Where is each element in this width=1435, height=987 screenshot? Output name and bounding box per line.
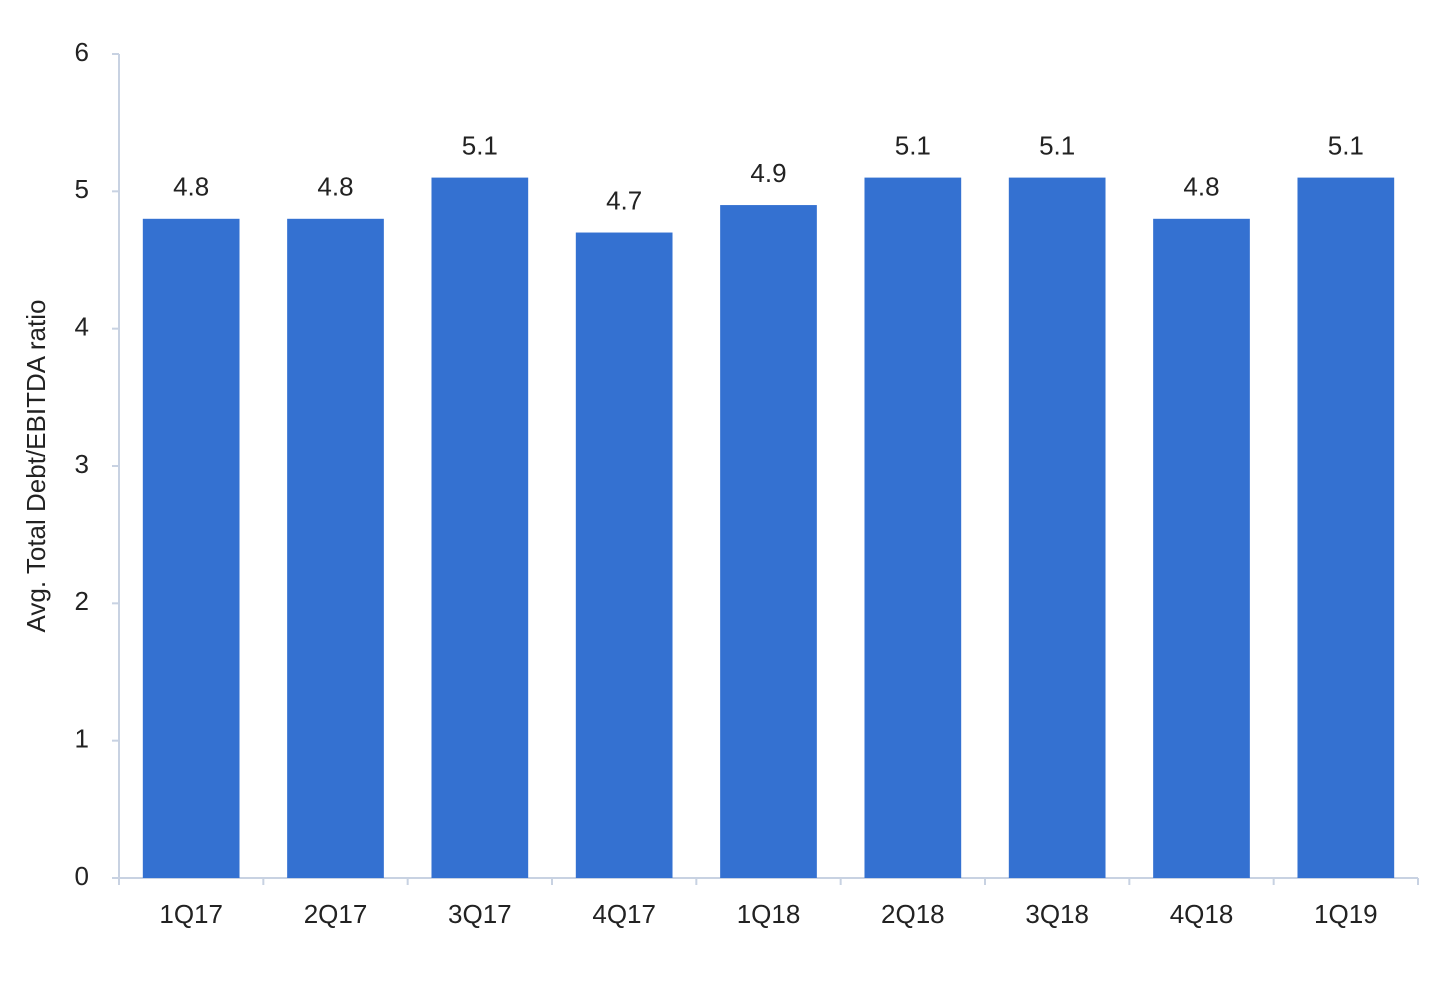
y-tick-label: 0 <box>75 861 89 891</box>
y-tick-label: 2 <box>75 586 89 616</box>
x-tick-label: 1Q19 <box>1314 899 1378 929</box>
bar <box>575 232 673 879</box>
y-axis-label: Avg. Total Debt/EBITDA ratio <box>21 300 51 633</box>
x-tick-label: 4Q17 <box>592 899 656 929</box>
data-label: 4.9 <box>750 158 786 188</box>
data-label: 5.1 <box>895 130 931 160</box>
bar <box>864 177 962 879</box>
y-tick-label: 6 <box>75 37 89 67</box>
y-tick-label: 1 <box>75 724 89 754</box>
y-tick-label: 4 <box>75 312 89 342</box>
bar <box>1297 177 1395 879</box>
bar <box>431 177 529 879</box>
bar <box>287 218 384 879</box>
x-tick-label: 3Q18 <box>1025 899 1089 929</box>
x-tick-label: 2Q18 <box>881 899 945 929</box>
y-tick-label: 3 <box>75 449 89 479</box>
x-tick-label: 4Q18 <box>1170 899 1234 929</box>
data-label: 5.1 <box>1328 130 1364 160</box>
bar <box>142 218 240 879</box>
data-label: 4.8 <box>1183 172 1219 202</box>
y-tick-label: 5 <box>75 174 89 204</box>
data-label: 4.8 <box>317 172 353 202</box>
bar <box>1153 218 1250 879</box>
x-tick-label: 1Q18 <box>737 899 801 929</box>
data-label: 5.1 <box>1039 130 1075 160</box>
x-tick-label: 2Q17 <box>304 899 368 929</box>
x-tick-label: 1Q17 <box>159 899 223 929</box>
data-label: 4.8 <box>173 172 209 202</box>
bar <box>720 205 817 879</box>
data-label: 4.7 <box>606 185 642 215</box>
x-tick-label: 3Q17 <box>448 899 512 929</box>
data-label: 5.1 <box>462 130 498 160</box>
bar <box>1008 177 1106 879</box>
